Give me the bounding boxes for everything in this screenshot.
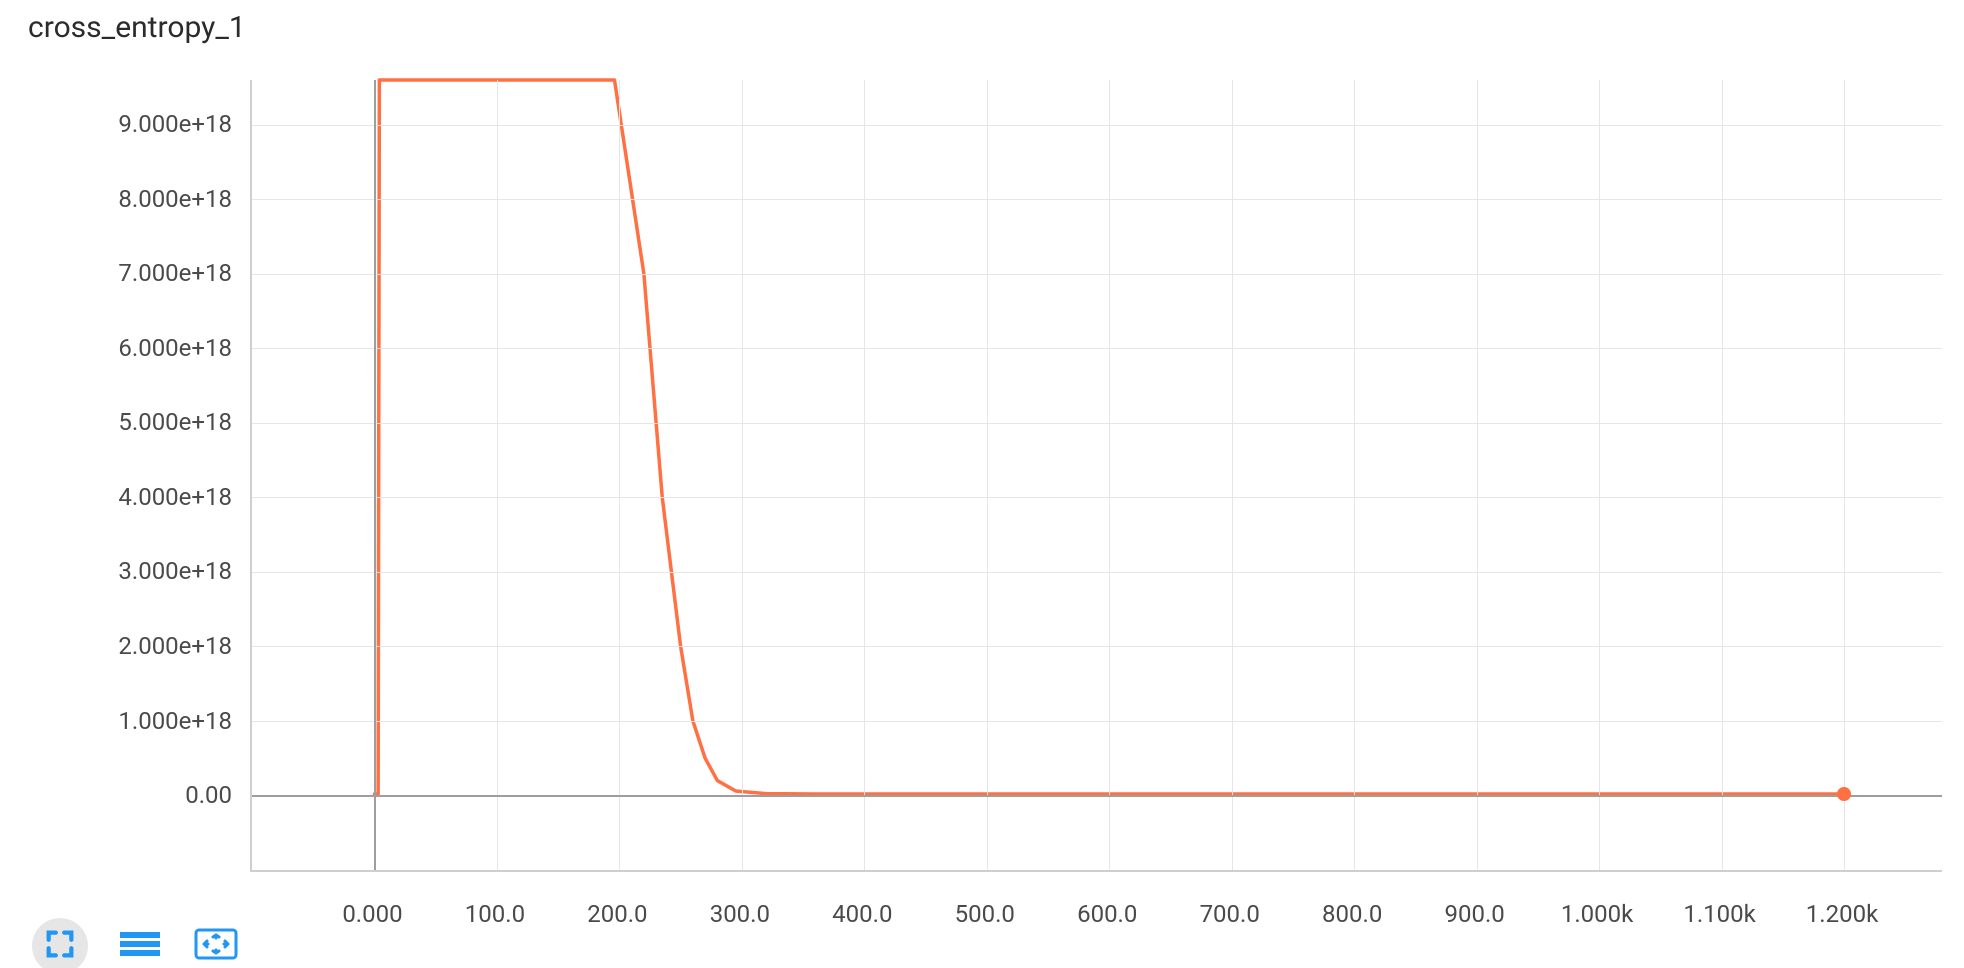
x-tick-label: 0.000 [342, 900, 402, 928]
fullscreen-icon [43, 927, 77, 965]
x-tick-label: 1.200k [1806, 900, 1878, 928]
gridline-horizontal [252, 125, 1942, 126]
chart-panel: cross_entropy_1 0.00 1.000e+18 2.000e+18 3.… [0, 0, 1964, 968]
zero-axis-vertical [374, 80, 376, 870]
gridline-horizontal [252, 348, 1942, 349]
plot-area[interactable] [250, 80, 1942, 872]
gridline-horizontal [252, 274, 1942, 275]
y-tick-label: 3.000e+18 [118, 557, 232, 585]
y-tick-label: 5.000e+18 [118, 408, 232, 436]
gridline-horizontal [252, 721, 1942, 722]
gridline-horizontal [252, 646, 1942, 647]
fit-domain-button[interactable] [192, 922, 240, 968]
x-tick-label: 200.0 [587, 900, 647, 928]
y-tick-label: 9.000e+18 [118, 110, 232, 138]
chart-toolbar [32, 918, 240, 968]
x-tick-label: 700.0 [1200, 900, 1260, 928]
toggle-y-log-icon [120, 930, 160, 962]
fullscreen-button[interactable] [32, 918, 88, 968]
x-tick-label: 500.0 [955, 900, 1015, 928]
y-tick-label: 6.000e+18 [118, 334, 232, 362]
x-tick-label: 100.0 [465, 900, 525, 928]
x-tick-label: 400.0 [832, 900, 892, 928]
x-tick-label: 300.0 [710, 900, 770, 928]
x-tick-label: 600.0 [1077, 900, 1137, 928]
fit-domain-icon [194, 928, 238, 964]
chart-title: cross_entropy_1 [28, 10, 246, 45]
x-tick-label: 1.000k [1561, 900, 1633, 928]
y-tick-label: 7.000e+18 [118, 259, 232, 287]
toggle-y-log-button[interactable] [116, 922, 164, 968]
y-tick-label: 2.000e+18 [118, 632, 232, 660]
series-end-marker [1837, 787, 1851, 801]
x-tick-label: 1.100k [1683, 900, 1755, 928]
y-tick-label: 1.000e+18 [118, 707, 232, 735]
zero-axis-horizontal [252, 795, 1942, 797]
y-tick-label: 4.000e+18 [118, 483, 232, 511]
x-tick-label: 800.0 [1322, 900, 1382, 928]
gridline-horizontal [252, 423, 1942, 424]
gridline-horizontal [252, 497, 1942, 498]
y-tick-label: 8.000e+18 [118, 185, 232, 213]
y-tick-label: 0.00 [185, 781, 232, 809]
gridline-horizontal [252, 572, 1942, 573]
x-tick-label: 900.0 [1444, 900, 1504, 928]
gridline-horizontal [252, 199, 1942, 200]
